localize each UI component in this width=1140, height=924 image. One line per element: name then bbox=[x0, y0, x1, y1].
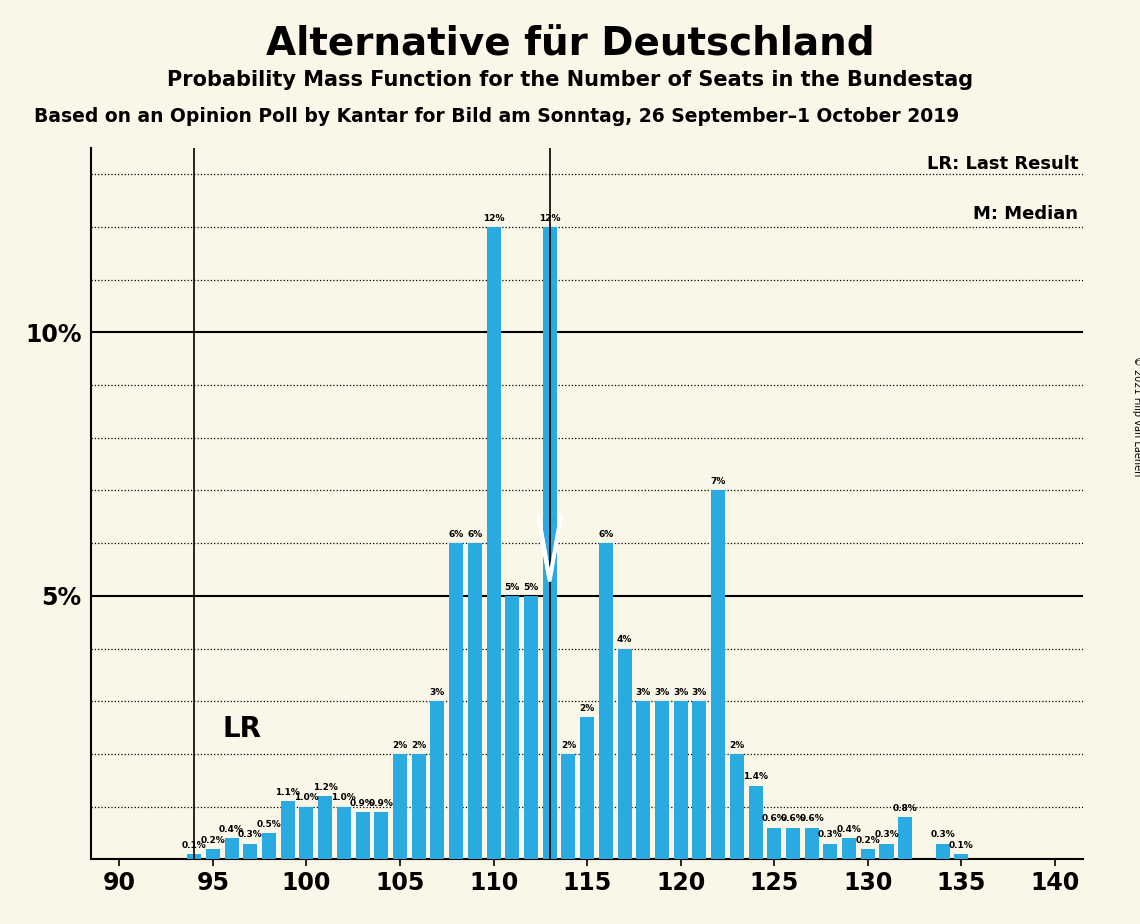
Bar bbox=[318, 796, 332, 859]
Bar bbox=[730, 754, 743, 859]
Text: 0.3%: 0.3% bbox=[238, 831, 262, 839]
Text: Alternative für Deutschland: Alternative für Deutschland bbox=[266, 26, 874, 64]
Text: M: Median: M: Median bbox=[974, 205, 1078, 223]
Text: 3%: 3% bbox=[692, 688, 707, 697]
Text: 5%: 5% bbox=[505, 583, 520, 591]
Text: 6%: 6% bbox=[598, 529, 613, 539]
Text: 1.0%: 1.0% bbox=[332, 794, 356, 802]
Bar bbox=[767, 828, 781, 859]
Bar bbox=[225, 838, 238, 859]
Text: 2%: 2% bbox=[412, 741, 426, 749]
Text: 7%: 7% bbox=[710, 477, 726, 486]
Text: 3%: 3% bbox=[430, 688, 445, 697]
Bar bbox=[879, 844, 894, 859]
Text: 5%: 5% bbox=[523, 583, 538, 591]
Bar bbox=[280, 801, 295, 859]
Bar bbox=[336, 807, 351, 859]
Bar bbox=[505, 596, 519, 859]
Text: 0.3%: 0.3% bbox=[874, 831, 898, 839]
Text: 0.4%: 0.4% bbox=[219, 825, 244, 834]
Bar bbox=[898, 817, 912, 859]
Text: 3%: 3% bbox=[654, 688, 669, 697]
Text: © 2021 Filip van Laenen: © 2021 Filip van Laenen bbox=[1132, 356, 1140, 476]
Text: 1.0%: 1.0% bbox=[294, 794, 319, 802]
Bar bbox=[449, 543, 463, 859]
Bar bbox=[487, 227, 500, 859]
Bar bbox=[412, 754, 425, 859]
Text: 12%: 12% bbox=[539, 213, 561, 223]
Text: 0.6%: 0.6% bbox=[762, 814, 787, 823]
Bar bbox=[580, 717, 594, 859]
Text: 2%: 2% bbox=[730, 741, 744, 749]
Text: 0.4%: 0.4% bbox=[837, 825, 862, 834]
Bar bbox=[842, 838, 856, 859]
Text: 0.2%: 0.2% bbox=[855, 835, 880, 845]
Bar bbox=[618, 649, 632, 859]
Bar bbox=[467, 543, 482, 859]
Bar bbox=[524, 596, 538, 859]
Text: 1.4%: 1.4% bbox=[743, 772, 768, 782]
Text: 2%: 2% bbox=[561, 741, 576, 749]
Text: LR: LR bbox=[222, 715, 261, 744]
Bar bbox=[674, 701, 687, 859]
Bar bbox=[431, 701, 445, 859]
Bar bbox=[861, 849, 874, 859]
Text: 0.1%: 0.1% bbox=[181, 841, 206, 850]
Bar bbox=[692, 701, 707, 859]
Text: 2%: 2% bbox=[579, 704, 595, 712]
Text: 0.8%: 0.8% bbox=[893, 804, 918, 813]
Bar bbox=[954, 854, 968, 859]
Text: 3%: 3% bbox=[673, 688, 689, 697]
Text: 0.9%: 0.9% bbox=[369, 798, 393, 808]
Bar bbox=[543, 227, 556, 859]
Text: 0.6%: 0.6% bbox=[799, 814, 824, 823]
Text: 1.2%: 1.2% bbox=[312, 783, 337, 792]
Bar bbox=[936, 844, 950, 859]
Text: 0.9%: 0.9% bbox=[350, 798, 375, 808]
Bar bbox=[785, 828, 800, 859]
Bar bbox=[356, 812, 369, 859]
Text: 0.3%: 0.3% bbox=[930, 831, 955, 839]
Text: 1.1%: 1.1% bbox=[275, 788, 300, 797]
Bar bbox=[393, 754, 407, 859]
Bar bbox=[374, 812, 389, 859]
Text: 0.3%: 0.3% bbox=[819, 831, 842, 839]
Text: 3%: 3% bbox=[636, 688, 651, 697]
Bar bbox=[243, 844, 258, 859]
Text: LR: Last Result: LR: Last Result bbox=[927, 155, 1078, 173]
Text: 0.6%: 0.6% bbox=[781, 814, 805, 823]
Text: 12%: 12% bbox=[482, 213, 504, 223]
Bar bbox=[805, 828, 819, 859]
Text: Based on an Opinion Poll by Kantar for Bild am Sonntag, 26 September–1 October 2: Based on an Opinion Poll by Kantar for B… bbox=[34, 107, 960, 127]
Bar bbox=[262, 833, 276, 859]
Bar bbox=[561, 754, 576, 859]
Text: 6%: 6% bbox=[448, 529, 464, 539]
Bar bbox=[206, 849, 220, 859]
Text: 6%: 6% bbox=[467, 529, 482, 539]
Text: 0.1%: 0.1% bbox=[948, 841, 974, 850]
Bar bbox=[749, 785, 763, 859]
Bar bbox=[598, 543, 613, 859]
Bar bbox=[187, 854, 201, 859]
Text: 0.2%: 0.2% bbox=[201, 835, 226, 845]
Bar bbox=[711, 491, 725, 859]
Text: 2%: 2% bbox=[392, 741, 408, 749]
Text: 0.5%: 0.5% bbox=[256, 820, 282, 829]
Bar bbox=[656, 701, 669, 859]
Text: 4%: 4% bbox=[617, 636, 633, 644]
Bar bbox=[636, 701, 650, 859]
Bar bbox=[300, 807, 314, 859]
Text: Probability Mass Function for the Number of Seats in the Bundestag: Probability Mass Function for the Number… bbox=[166, 70, 974, 91]
Bar bbox=[823, 844, 838, 859]
